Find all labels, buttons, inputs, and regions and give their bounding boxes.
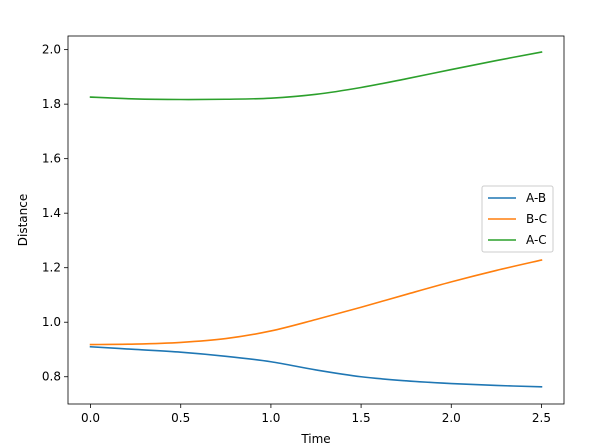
y-tick-label: 1.2	[42, 261, 61, 275]
x-axis: 0.0 0.5 1.0 1.5 2.0 2.5	[81, 404, 551, 425]
x-tick-label: 2.0	[442, 411, 461, 425]
y-tick-label: 1.6	[42, 152, 61, 166]
legend-label: B-C	[526, 212, 547, 226]
y-tick-label: 1.8	[42, 97, 61, 111]
legend-box	[481, 185, 554, 253]
axes-frame	[67, 35, 565, 405]
legend-label: A-B	[526, 191, 546, 205]
x-tick-label: 2.5	[532, 411, 551, 425]
x-tick-label: 0.5	[171, 411, 190, 425]
series-layer	[89, 51, 543, 388]
y-axis-title: Distance	[16, 194, 30, 246]
x-tick-label: 1.5	[352, 411, 371, 425]
x-tick-label: 1.0	[261, 411, 280, 425]
y-tick-label: 1.4	[42, 206, 61, 220]
series-line-a-b	[89, 345, 543, 388]
y-tick-label: 1.0	[42, 315, 61, 329]
y-axis: 0.8 1.0 1.2 1.4 1.6 1.8 2.0	[42, 43, 68, 384]
x-axis-title: Time	[300, 432, 330, 446]
y-tick-label: 2.0	[42, 43, 61, 57]
legend-label: A-C	[526, 233, 547, 247]
x-tick-label: 0.0	[81, 411, 100, 425]
series-line-b-c	[89, 259, 543, 346]
series-line-a-c	[89, 51, 543, 101]
legend: A-B B-C A-C	[481, 185, 554, 253]
y-tick-label: 0.8	[42, 370, 61, 384]
